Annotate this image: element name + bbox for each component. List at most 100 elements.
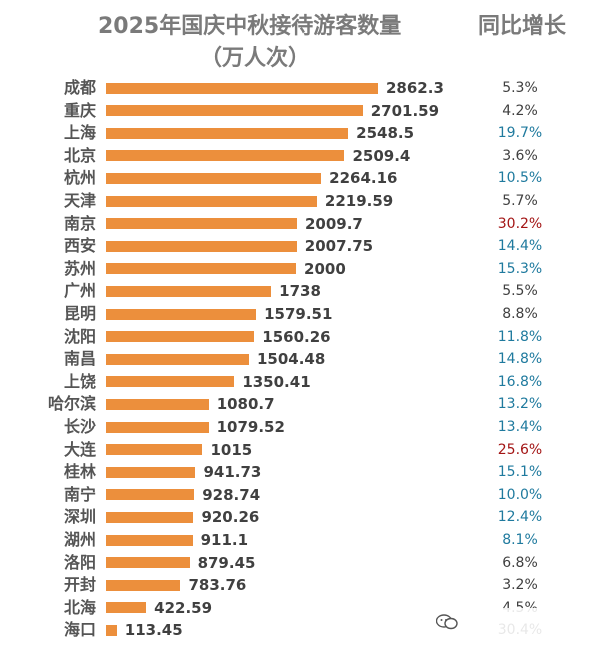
value-label: 879.45 (197, 553, 256, 572)
bar (106, 240, 297, 252)
bar (106, 82, 378, 94)
growth-label: 8.1% (502, 532, 538, 548)
value-label: 2701.59 (370, 101, 440, 120)
growth-label: 30.2% (497, 215, 543, 232)
category-label: 北京 (63, 145, 96, 165)
category-label: 大连 (63, 439, 96, 459)
bar (106, 285, 272, 297)
growth-label: 15.1% (497, 464, 543, 481)
bar (106, 511, 194, 523)
category-label: 沈阳 (63, 326, 96, 346)
growth-label: 3.2% (502, 577, 538, 594)
growth-label: 14.4% (497, 238, 543, 255)
value-label: 1350.41 (242, 372, 311, 391)
bar (106, 218, 297, 230)
chart-title: 2025年国庆中秋接待游客数量 (98, 14, 402, 39)
growth-label: 4.2% (502, 102, 538, 119)
growth-label: 11.8% (497, 328, 543, 345)
value-label: 2509.4 (352, 146, 411, 165)
category-label: 深圳 (63, 507, 96, 527)
category-label: 开封 (63, 575, 96, 595)
category-label: 苏州 (63, 258, 96, 278)
bar (106, 602, 147, 614)
value-label: 1560.26 (262, 327, 331, 346)
growth-label: 5.5% (502, 283, 538, 300)
bar (106, 127, 349, 139)
value-label: 2007.75 (304, 237, 374, 256)
value-label: 928.74 (202, 485, 261, 504)
category-label: 重庆 (63, 100, 96, 120)
growth-label: 3.6% (502, 147, 538, 164)
growth-label: 10.0% (497, 486, 543, 503)
category-label: 天津 (63, 191, 96, 210)
bar (106, 376, 235, 388)
bar (106, 263, 297, 275)
growth-label: 14.8% (497, 351, 543, 368)
value-label: 2009.7 (304, 214, 363, 233)
value-label: 920.26 (201, 508, 260, 527)
value-label: 783.76 (188, 576, 247, 595)
category-label: 南京 (63, 213, 96, 233)
bar (106, 444, 203, 456)
bar (106, 105, 363, 117)
category-label: 北海 (63, 597, 96, 617)
category-label: 桂林 (63, 462, 96, 482)
category-label: 洛阳 (63, 552, 96, 572)
bar (106, 172, 322, 184)
category-label: 湖州 (63, 530, 96, 549)
bar (106, 353, 249, 365)
category-label: 上海 (63, 123, 96, 143)
value-label: 1015 (210, 440, 253, 459)
growth-label: 12.4% (497, 509, 543, 526)
category-label: 海口 (63, 620, 96, 640)
value-label: 1079.52 (216, 418, 285, 436)
value-label: 1738 (279, 282, 321, 301)
growth-label: 6.8% (502, 554, 538, 571)
value-label: 1080.7 (216, 395, 275, 414)
growth-label: 13.4% (497, 419, 543, 435)
bar (106, 579, 181, 591)
value-label: 941.73 (203, 463, 262, 482)
value-label: 2548.5 (356, 124, 415, 143)
bar (106, 557, 190, 569)
growth-label: 8.8% (502, 306, 538, 322)
bar (106, 466, 196, 478)
value-label: 2000 (304, 259, 346, 278)
value-label: 1504.48 (256, 350, 326, 369)
bar (106, 421, 209, 433)
bar (106, 308, 257, 320)
growth-label: 25.6% (497, 441, 543, 458)
growth-label: 10.5% (497, 170, 543, 187)
category-label: 长沙 (63, 417, 96, 436)
value-label: 2862.3 (386, 79, 444, 97)
growth-label: 5.7% (502, 193, 538, 209)
category-label: 南昌 (63, 349, 96, 369)
growth-label: 5.3% (502, 80, 538, 96)
value-label: 113.45 (124, 621, 183, 640)
category-label: 杭州 (63, 168, 96, 188)
growth-label: 19.7% (497, 125, 543, 142)
bar (106, 195, 317, 207)
category-label: 西安 (63, 236, 96, 256)
bar (106, 624, 117, 636)
growth-label: 15.3% (497, 260, 543, 277)
category-label: 广州 (63, 281, 96, 301)
category-label: 上饶 (63, 371, 96, 391)
value-label: 422.59 (154, 598, 213, 617)
growth-label: 13.2% (497, 396, 543, 413)
category-label: 成都 (63, 78, 96, 97)
category-label: 南宁 (63, 484, 96, 504)
value-label: 911.1 (200, 531, 249, 549)
wechat-icon (436, 614, 458, 630)
category-label: 昆明 (63, 304, 96, 323)
watermark (430, 608, 612, 636)
bar (106, 331, 255, 343)
category-label: 哈尔滨 (47, 394, 96, 414)
bar (106, 398, 209, 410)
bar (106, 489, 195, 501)
value-label: 2219.59 (324, 192, 394, 210)
value-label: 2264.16 (329, 169, 398, 188)
bar (106, 534, 193, 546)
chart-subtitle: （万人次） (200, 46, 311, 71)
